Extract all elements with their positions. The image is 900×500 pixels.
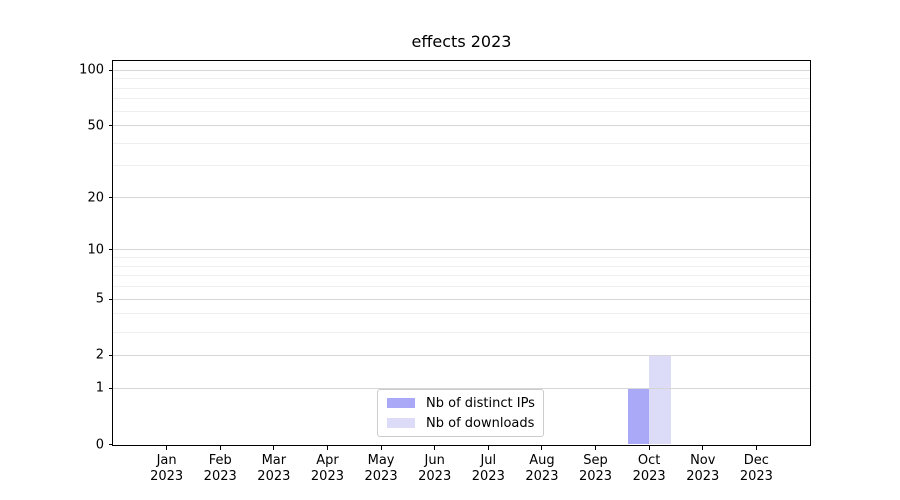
- gridline-minor-y80: [113, 87, 810, 89]
- y-tick-label-20: 20: [87, 190, 104, 206]
- x-tick-label-line: Dec: [743, 452, 769, 468]
- x-tick-label-line: Aug: [529, 452, 555, 468]
- y-axis-tick-20: [109, 197, 113, 199]
- legend-label-distinct-ips: Nb of distinct IPs: [426, 395, 535, 411]
- y-tick-label-50: 50: [87, 118, 104, 134]
- x-tick-label-line: 2023: [471, 468, 505, 484]
- x-tick-label-line: 2023: [578, 468, 613, 484]
- x-tick-label-line: Mar: [261, 452, 287, 468]
- x-axis-tick-jun-2023: [434, 445, 436, 450]
- x-tick-label-apr-2023: Apr 2023: [292, 453, 362, 485]
- legend: Nb of distinct IPs Nb of downloads: [377, 389, 544, 437]
- x-tick-label-line: Oct: [637, 452, 661, 468]
- x-tick-label-feb-2023: Feb 2023: [185, 453, 255, 485]
- gridline-minor-y40: [113, 142, 810, 144]
- gridline-major-y100: [113, 69, 810, 71]
- x-tick-label-jun-2023: Jun 2023: [400, 453, 470, 485]
- x-tick-label-line: Feb: [208, 452, 232, 468]
- bar-nb-of-distinct-ips-oct-2023: [627, 388, 650, 445]
- x-axis-tick-jul-2023: [487, 445, 489, 450]
- x-tick-label-line: 2023: [739, 468, 773, 484]
- y-tick-label-10: 10: [87, 242, 104, 258]
- x-tick-label-line: 2023: [418, 468, 452, 484]
- gridline-major-y20: [113, 197, 810, 199]
- x-tick-label-oct-2023: Oct 2023: [614, 453, 684, 485]
- y-tick-label-100: 100: [79, 62, 104, 78]
- y-axis-tick-100: [109, 69, 113, 71]
- gridline-major-y50: [113, 125, 810, 127]
- y-axis-tick-0: [109, 444, 113, 445]
- x-axis-tick-dec-2023: [755, 445, 757, 450]
- x-tick-label-nov-2023: Nov 2023: [668, 453, 738, 485]
- legend-swatch-downloads-icon: [387, 418, 415, 428]
- y-axis-tick-5: [109, 298, 113, 300]
- x-tick-label-jul-2023: Jul 2023: [453, 453, 523, 485]
- gridline-minor-y60: [113, 110, 810, 112]
- y-axis-tick-50: [109, 125, 113, 127]
- gridline-minor-y9: [113, 257, 810, 259]
- gridline-minor-y4: [113, 313, 810, 315]
- legend-swatch-distinct-ips-icon: [387, 398, 415, 408]
- x-axis-tick-aug-2023: [541, 445, 543, 450]
- x-axis-tick-feb-2023: [219, 445, 221, 450]
- gridline-minor-y70: [113, 98, 810, 100]
- x-tick-label-line: 2023: [364, 468, 398, 484]
- x-axis-tick-mar-2023: [273, 445, 275, 450]
- gridline-minor-y8: [113, 265, 810, 267]
- x-tick-label-may-2023: May 2023: [346, 453, 416, 485]
- x-axis-tick-may-2023: [380, 445, 382, 450]
- x-axis-tick-jan-2023: [166, 445, 168, 450]
- x-tick-label-line: Jul: [480, 452, 497, 468]
- legend-label-downloads: Nb of downloads: [426, 415, 535, 431]
- x-tick-label-line: Jun: [424, 452, 445, 468]
- gridline-major-y10: [113, 249, 810, 251]
- y-tick-label-1: 1: [95, 380, 104, 396]
- x-tick-label-line: 2023: [525, 468, 559, 484]
- x-axis-tick-nov-2023: [702, 445, 704, 450]
- y-tick-label-2: 2: [95, 347, 104, 363]
- gridline-major-y1: [113, 387, 810, 389]
- gridline-major-y2: [113, 354, 810, 356]
- x-tick-label-line: Nov: [690, 452, 716, 468]
- legend-item-distinct-ips: Nb of distinct IPs: [387, 395, 535, 411]
- x-tick-label-line: 2023: [632, 468, 666, 484]
- gridline-minor-y90: [113, 78, 810, 80]
- gridline-minor-y3: [113, 331, 810, 333]
- x-tick-label-line: 2023: [203, 468, 237, 484]
- y-tick-label-5: 5: [95, 291, 104, 307]
- legend-item-downloads: Nb of downloads: [387, 416, 534, 431]
- x-tick-label-line: 2023: [257, 468, 291, 484]
- x-tick-label-line: 2023: [150, 468, 184, 484]
- x-axis-tick-apr-2023: [326, 445, 328, 450]
- x-tick-label-aug-2023: Aug 2023: [507, 453, 577, 485]
- x-tick-label-line: Jan: [156, 452, 177, 468]
- x-tick-label-line: May: [367, 452, 395, 468]
- x-axis-tick-oct-2023: [648, 445, 650, 450]
- chart-title: effects 2023: [411, 32, 512, 51]
- x-tick-label-mar-2023: Mar 2023: [239, 453, 309, 485]
- y-tick-label-0: 0: [95, 437, 104, 452]
- x-axis-tick-sep-2023: [595, 445, 597, 450]
- gridline-minor-y7: [113, 275, 810, 277]
- bar-nb-of-downloads-oct-2023: [649, 355, 671, 445]
- gridline-major-y5: [113, 298, 810, 300]
- x-tick-label-line: Sep: [583, 452, 608, 468]
- y-axis-tick-1: [109, 387, 113, 389]
- y-axis-tick-10: [109, 249, 113, 251]
- x-tick-label-dec-2023: Dec 2023: [721, 453, 791, 485]
- x-tick-label-sep-2023: Sep 2023: [561, 453, 631, 485]
- gridline-minor-y6: [113, 286, 810, 288]
- gridline-minor-y30: [113, 165, 810, 167]
- x-tick-label-line: Apr: [316, 452, 339, 468]
- x-tick-label-line: 2023: [310, 468, 344, 484]
- y-axis-tick-2: [109, 354, 113, 356]
- x-tick-label-line: 2023: [686, 468, 720, 484]
- x-tick-label-jan-2023: Jan 2023: [132, 453, 202, 485]
